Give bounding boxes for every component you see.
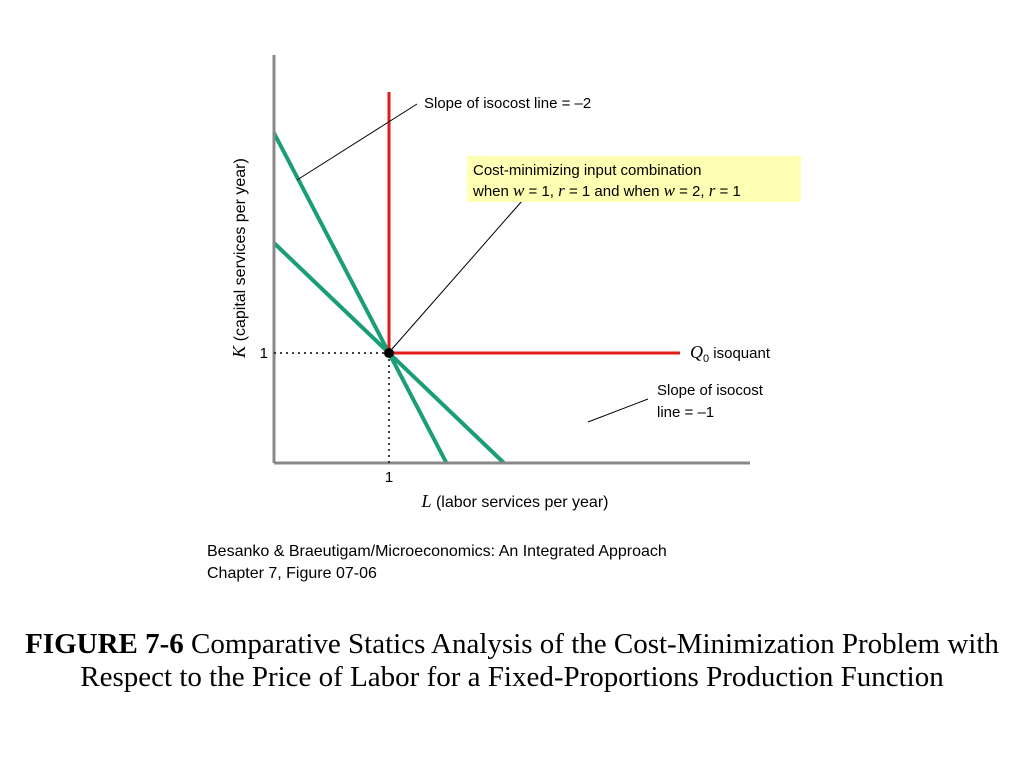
- source-line-2: Chapter 7, Figure 07-06: [207, 565, 377, 582]
- leader-line-slope-1: [587, 398, 649, 423]
- source-line-1: Besanko & Braeutigam/Microeconomics: An …: [207, 543, 667, 560]
- leader-line-slope-2: [296, 103, 418, 181]
- figure-number: FIGURE 7-6: [25, 628, 184, 660]
- x-tick-label: 1: [385, 469, 393, 486]
- isocost-label-slope-2: Slope of isocost line = –2: [424, 95, 591, 112]
- isocost-label-slope-1-line1: Slope of isocost: [657, 382, 764, 399]
- figure-caption-text: Comparative Statics Analysis of the Cost…: [80, 628, 999, 693]
- optimum-point: [384, 348, 394, 358]
- isocost-line-slope-minus-2: [272, 132, 449, 464]
- annotation-box: [467, 156, 801, 202]
- y-axis-label: K (capital services per year): [229, 158, 249, 359]
- y-tick-label: 1: [260, 345, 268, 362]
- x-axis-label: L (labor services per year): [421, 491, 609, 511]
- figure-caption: FIGURE 7-6 Comparative Statics Analysis …: [20, 628, 1004, 694]
- annotation-line2: when w = 1, r = 1 and when w = 2, r = 1: [472, 181, 741, 200]
- leader-line-annotation: [391, 200, 523, 350]
- source-credit: Besanko & Braeutigam/Microeconomics: An …: [207, 541, 667, 585]
- isoquant-label: Q0 isoquant: [690, 342, 771, 365]
- isocost-label-slope-1-line2: line = –1: [657, 404, 714, 421]
- annotation-line1: Cost-minimizing input combination: [473, 162, 701, 179]
